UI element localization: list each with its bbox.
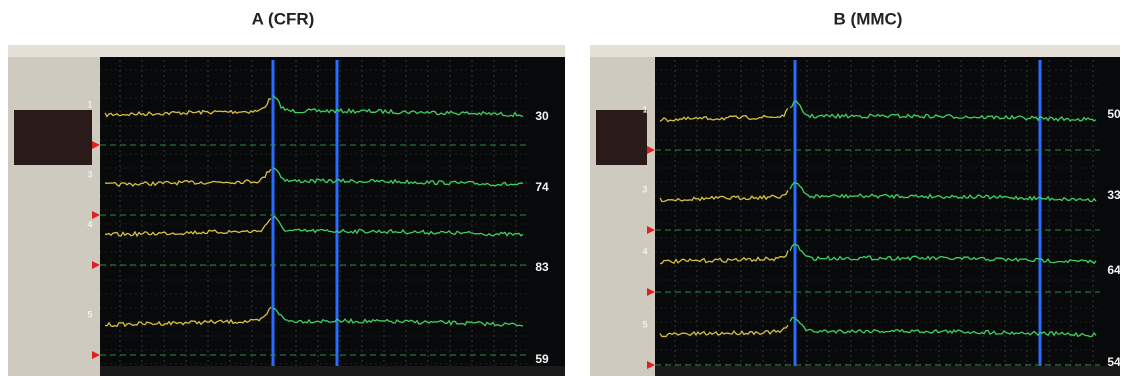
channel-value: 30	[535, 109, 549, 123]
timer-box	[14, 110, 92, 165]
display-area	[100, 57, 565, 376]
figure-canvas: A (CFR)130374483559B (MMC)150333464554	[0, 0, 1128, 376]
timer-box	[596, 110, 647, 165]
channel-value: 74	[535, 180, 549, 194]
panel-label: A (CFR)	[252, 9, 315, 28]
channel-value: 50	[1107, 107, 1121, 121]
channel-number: 3	[87, 169, 92, 179]
channel-value: 59	[535, 352, 549, 366]
time-bar	[655, 366, 1120, 376]
channel-value: 83	[535, 260, 549, 274]
channel-number: 1	[642, 104, 647, 114]
menu-bar	[8, 45, 565, 57]
channel-number: 4	[87, 219, 92, 229]
panel-label: B (MMC)	[834, 9, 903, 28]
sidebar	[8, 57, 100, 376]
channel-number: 4	[642, 246, 647, 256]
display-area	[655, 57, 1120, 376]
channel-number: 5	[642, 319, 647, 329]
channel-number: 3	[642, 184, 647, 194]
figure: A (CFR)130374483559B (MMC)150333464554	[0, 0, 1128, 376]
time-bar	[100, 366, 565, 376]
channel-number: 5	[87, 309, 92, 319]
channel-value: 64	[1107, 263, 1121, 277]
channel-number: 1	[87, 99, 92, 109]
menu-bar	[590, 45, 1120, 57]
channel-value: 33	[1107, 188, 1121, 202]
monitor-screenshot: 1 30 3 74 4 83 5 59	[8, 45, 565, 376]
